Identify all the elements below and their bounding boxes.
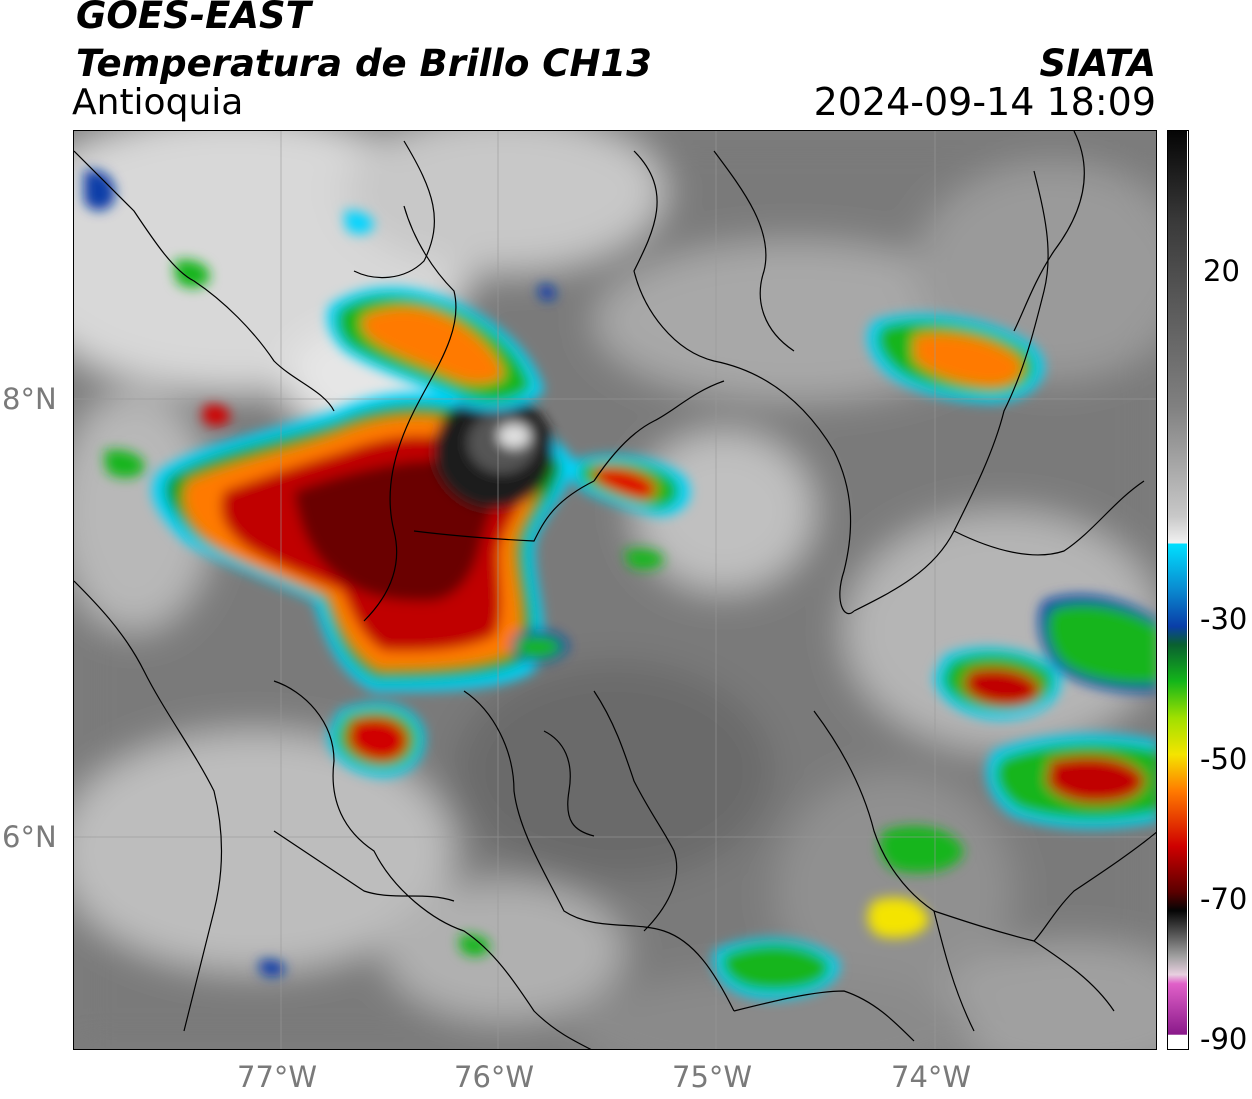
map-canvas xyxy=(74,131,1156,1049)
graticule xyxy=(74,131,1156,1049)
colorbar-label-minus70: -70 xyxy=(1200,882,1248,916)
lon-label-77w: 77°W xyxy=(237,1060,318,1094)
colorbar-gradient xyxy=(1168,131,1187,1048)
convective-cells xyxy=(84,170,1156,1000)
agency-label: SIATA xyxy=(1039,42,1156,85)
product-subtitle: Temperatura de Brillo CH13 xyxy=(76,42,652,85)
colorbar-label-minus90: -90 xyxy=(1200,1022,1248,1056)
political-boundaries xyxy=(74,131,1156,1049)
colorbar-label-minus30: -30 xyxy=(1200,602,1248,636)
satellite-map xyxy=(73,130,1157,1050)
colorbar xyxy=(1167,130,1189,1050)
lon-label-76w: 76°W xyxy=(454,1060,535,1094)
background-clouds xyxy=(74,131,1156,1049)
colorbar-label-20: 20 xyxy=(1203,254,1240,288)
lat-label-6n: 6°N xyxy=(2,820,57,854)
product-title: GOES-EAST xyxy=(76,0,311,37)
colorbar-label-minus50: -50 xyxy=(1200,742,1248,776)
lon-label-75w: 75°W xyxy=(672,1060,753,1094)
lon-label-74w: 74°W xyxy=(891,1060,972,1094)
datetime-label: 2024-09-14 18:09 xyxy=(813,80,1156,124)
lat-label-8n: 8°N xyxy=(2,382,57,416)
region-label: Antioquia xyxy=(72,82,244,123)
